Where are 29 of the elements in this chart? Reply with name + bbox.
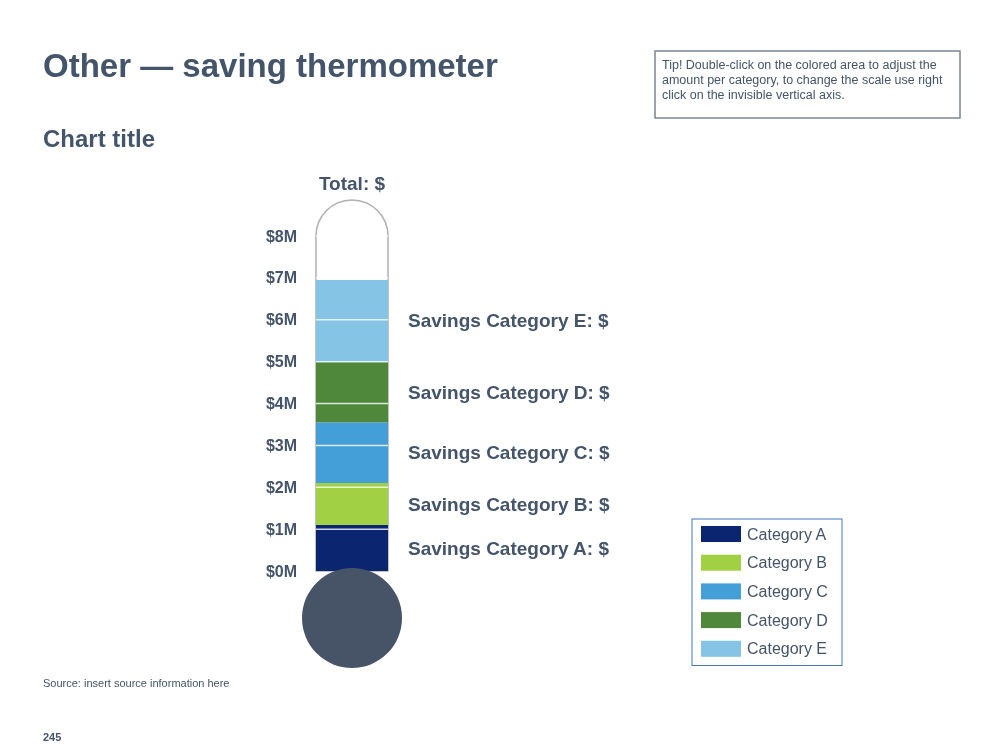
chart-title: Other — saving thermometer <box>43 47 498 84</box>
text: Savings Category A: $ <box>408 537 610 559</box>
y-tick-label: $5M <box>265 353 297 371</box>
bar <box>316 279 388 362</box>
legend-label: Category D <box>747 611 828 629</box>
legend-label: Category E <box>747 640 828 658</box>
legend-label: Category C <box>747 583 828 600</box>
text: Savings Category D: $ <box>408 381 611 403</box>
y-tick-label: $0M <box>265 562 297 580</box>
bar <box>316 361 388 423</box>
y-tick-label: $6M <box>265 311 297 329</box>
y-tick-label: $7M <box>265 269 297 287</box>
text: Chart title <box>43 125 156 152</box>
bar <box>316 483 388 525</box>
source-note: Source: insert source information here <box>43 677 230 689</box>
y-tick-label: $4M <box>265 395 297 413</box>
legend-label: Category B <box>747 554 828 572</box>
text: Tip! Double-click on the colored area to adjust the amount per category, to change the scale use right click on the invisible vertical axis. <box>662 58 944 103</box>
text: Savings Category E: $ <box>408 310 610 332</box>
legend-label: Category A <box>747 525 827 543</box>
text: Total: $ <box>318 173 386 194</box>
y-tick-label: $2M <box>265 478 297 496</box>
y-tick-label: $8M <box>265 227 297 245</box>
y-tick-label: $3M <box>265 436 297 454</box>
text: Savings Category B: $ <box>408 493 611 515</box>
y-tick-label: $1M <box>265 520 297 538</box>
bar <box>316 422 388 484</box>
text: Savings Category C: $ <box>408 442 611 464</box>
text: 245 <box>43 731 62 743</box>
